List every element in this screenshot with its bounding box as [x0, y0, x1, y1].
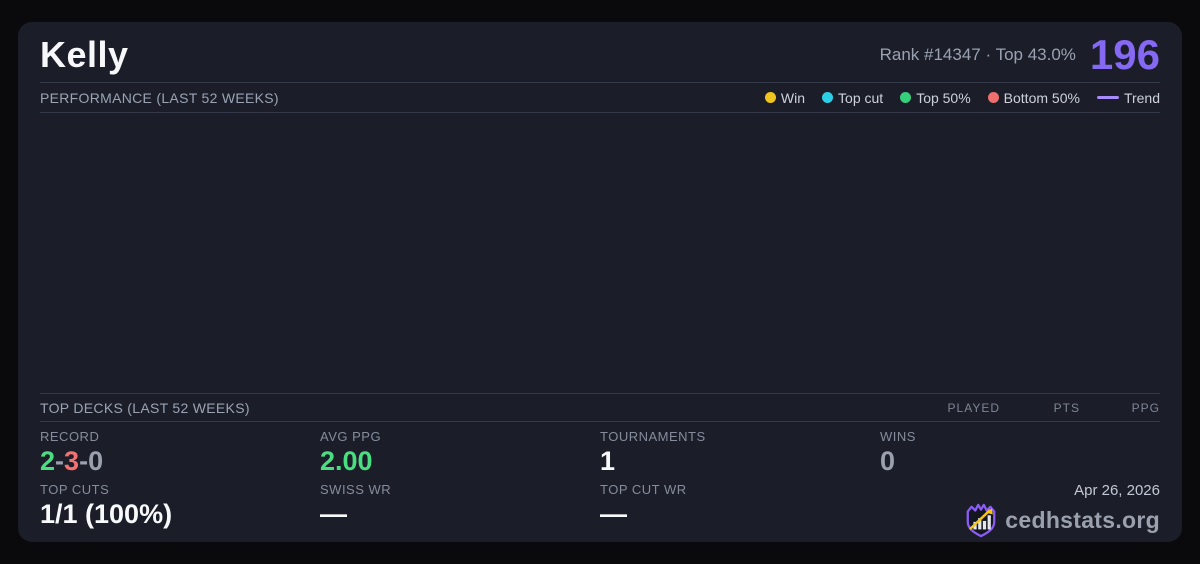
stat-label: SWISS WR: [320, 482, 392, 497]
swiss-wr-value: —: [320, 499, 347, 529]
card-footer: Apr 26, 2026 cedhstats.org: [880, 482, 1160, 538]
stat-swiss-wr: SWISS WR —: [320, 482, 600, 538]
top-cut-wr-value: —: [600, 499, 627, 529]
legend-item-win: Win: [764, 89, 806, 106]
trend-line-icon: [1096, 96, 1119, 99]
record-wins: 2: [40, 446, 56, 477]
stat-record: RECORD 2-3-0: [40, 429, 320, 477]
legend-item-top50: Top 50%: [900, 89, 971, 106]
column-header-played: PLAYED: [947, 400, 1000, 415]
top-percent: Top 43.0%: [995, 45, 1076, 64]
legend-item-topcut: Top cut: [822, 90, 883, 106]
column-header-pts: PTS: [1053, 400, 1080, 415]
win-dot-icon: [764, 92, 776, 103]
rank-number: Rank #14347: [879, 45, 981, 64]
stat-label: AVG PPG: [320, 429, 382, 445]
stats-summary-grid: RECORD 2-3-0 AVG PPG 2.00 TOURNAMENTS 1 …: [40, 422, 1160, 538]
record-value: 2-3-0: [40, 446, 320, 477]
stat-wins: WINS 0: [880, 429, 1160, 477]
record-sep: -: [79, 446, 89, 477]
page-title: Kelly: [40, 34, 129, 75]
top-decks-title: TOP DECKS (LAST 52 WEEKS): [40, 399, 250, 416]
legend-label: Trend: [1123, 89, 1160, 106]
top50-dot-icon: [900, 92, 912, 103]
card-header: Kelly Rank #14347 · Top 43.0% 196: [40, 32, 1160, 83]
chart-legend: Win Top cut Top 50% Bottom 50% Trend: [764, 89, 1160, 106]
stat-avg-ppg: AVG PPG 2.00: [320, 429, 600, 477]
stat-label: TOP CUTS: [40, 482, 110, 497]
rank-separator: ·: [985, 45, 992, 64]
column-header-ppg: PPG: [1131, 400, 1160, 415]
rank-text: Rank #14347 · Top 43.0%: [880, 45, 1076, 65]
stat-top-cut-wr: TOP CUT WR —: [600, 482, 880, 538]
wins-value: 0: [880, 446, 896, 477]
stat-tournaments: TOURNAMENTS 1: [600, 429, 880, 477]
legend-item-bottom50: Bottom 50%: [987, 89, 1080, 106]
legend-label: Top 50%: [916, 89, 971, 106]
player-score: 196: [1089, 31, 1160, 78]
performance-title: PERFORMANCE (LAST 52 WEEKS): [40, 89, 279, 106]
legend-item-trend: Trend: [1096, 89, 1160, 106]
brand: cedhstats.org: [964, 502, 1160, 538]
record-draws: 0: [88, 446, 104, 477]
stat-label: RECORD: [40, 429, 100, 445]
legend-label: Top cut: [838, 89, 884, 106]
topcut-dot-icon: [822, 92, 834, 103]
player-stats-card: Kelly Rank #14347 · Top 43.0% 196 PERFOR…: [18, 22, 1182, 542]
tournaments-value: 1: [600, 446, 616, 477]
brand-name: cedhstats.org: [1005, 506, 1160, 533]
top-decks-column-headers: PLAYED PTS PPG: [920, 401, 1160, 415]
performance-chart-empty: [40, 113, 1160, 393]
cedhstats-logo-icon: [966, 503, 996, 538]
top-cuts-value: 1/1 (100%): [40, 499, 173, 529]
record-losses: 3: [64, 446, 80, 477]
stat-label: TOP CUT WR: [600, 482, 687, 497]
legend-label: Win: [780, 89, 806, 106]
generated-date: Apr 26, 2026: [1074, 482, 1160, 499]
top-decks-section-header: TOP DECKS (LAST 52 WEEKS) PLAYED PTS PPG: [40, 393, 1160, 423]
stat-top-cuts: TOP CUTS 1/1 (100%): [40, 482, 320, 538]
rank-summary: Rank #14347 · Top 43.0% 196: [880, 34, 1160, 76]
legend-label: Bottom 50%: [1003, 89, 1080, 106]
performance-section-header: PERFORMANCE (LAST 52 WEEKS) Win Top cut …: [40, 83, 1160, 113]
stat-label: TOURNAMENTS: [600, 429, 706, 445]
bottom50-dot-icon: [987, 92, 999, 103]
stat-label: WINS: [880, 429, 916, 445]
record-sep: -: [55, 446, 65, 477]
avg-ppg-value: 2.00: [320, 446, 373, 477]
